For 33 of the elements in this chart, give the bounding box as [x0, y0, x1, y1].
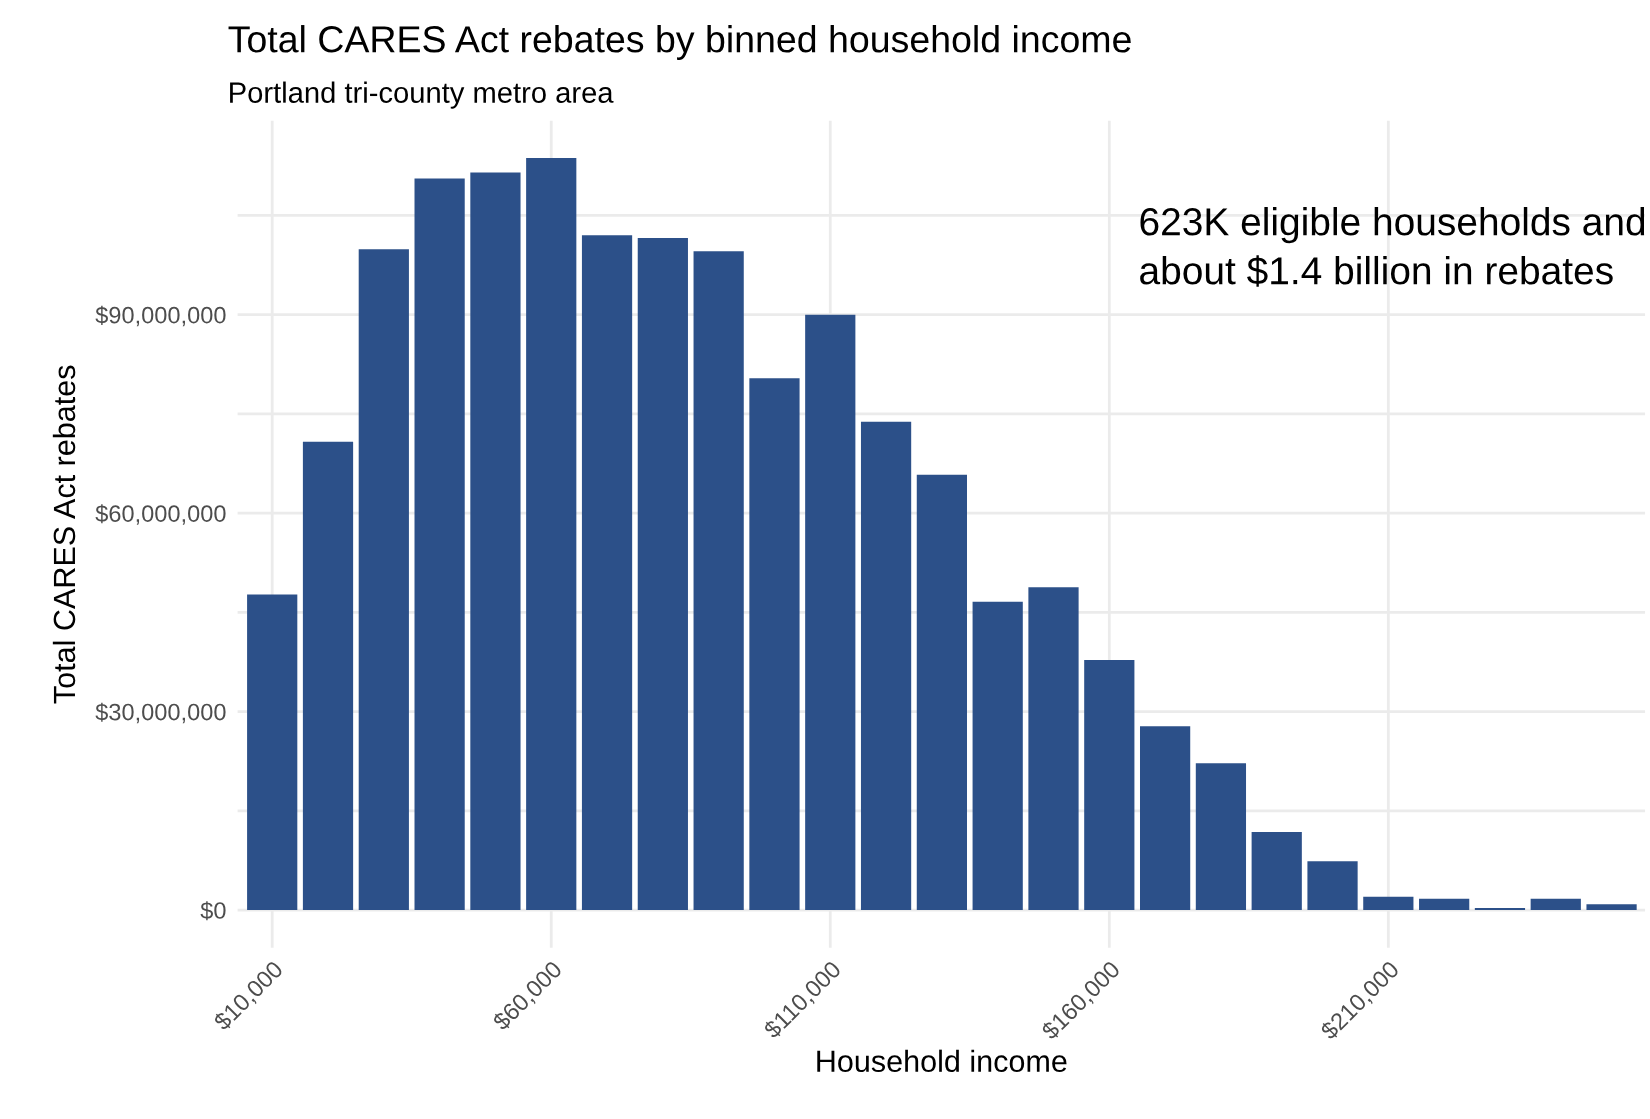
bar	[1530, 898, 1581, 911]
chart-title: Total CARES Act rebates by binned household income	[228, 25, 1131, 60]
y-tick-label: $60,000,000	[95, 504, 226, 525]
bar	[247, 594, 298, 911]
y-axis-title: Total CARES Act rebates	[52, 365, 76, 704]
bar	[470, 172, 521, 911]
bar	[414, 178, 465, 911]
bar	[581, 235, 633, 911]
bar	[1251, 832, 1302, 911]
chart-subtitle: Portland tri-county metro area	[230, 81, 614, 109]
y-tick-label: $30,000,000	[95, 702, 226, 724]
annotation: 623K eligible households and about $1.4 billion in rebates	[1140, 207, 1645, 287]
bar	[805, 314, 856, 911]
bar	[1307, 861, 1358, 911]
bar	[749, 378, 800, 911]
bar	[693, 251, 744, 911]
bar	[637, 237, 688, 911]
bar	[1419, 898, 1470, 911]
y-tick-label: $90,000,000	[95, 305, 226, 327]
bar	[1195, 763, 1247, 911]
bar	[916, 474, 967, 911]
bar	[1140, 726, 1191, 911]
bar	[1028, 587, 1079, 911]
bar	[358, 249, 409, 911]
bar	[302, 441, 354, 911]
bar	[1084, 660, 1135, 911]
bar	[972, 601, 1023, 911]
bar	[1586, 904, 1637, 911]
bar	[860, 421, 912, 911]
bar	[526, 157, 577, 911]
y-tick-label: $0	[200, 901, 226, 921]
bar	[1363, 896, 1414, 911]
x-axis-title: Household income	[817, 1049, 1067, 1073]
